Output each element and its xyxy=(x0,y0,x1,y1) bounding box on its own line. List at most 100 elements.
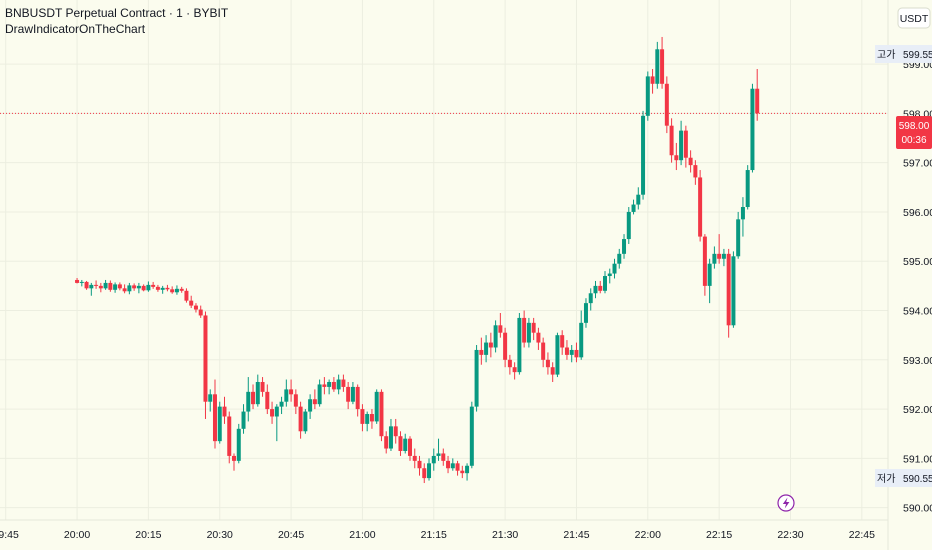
candle-body xyxy=(436,453,441,456)
candle-body xyxy=(170,289,175,293)
low-badge-background xyxy=(875,469,932,487)
candle-body xyxy=(398,436,403,451)
candle-body xyxy=(260,381,265,392)
event-marker[interactable] xyxy=(777,494,795,512)
candle-body xyxy=(650,76,655,84)
candle-body xyxy=(702,236,707,286)
candle-body xyxy=(184,290,189,301)
last-price-value: 598.00 xyxy=(899,121,930,132)
candle-body xyxy=(622,239,627,254)
candle-body xyxy=(641,115,646,195)
candle-body xyxy=(417,460,422,469)
candle-body xyxy=(431,455,436,464)
candle-body xyxy=(422,468,427,479)
candles xyxy=(75,36,760,484)
candle-body xyxy=(174,288,179,293)
candle-body xyxy=(603,276,608,291)
candle-body xyxy=(736,219,741,257)
candle-body xyxy=(308,399,313,412)
candle-body xyxy=(541,342,546,360)
candle-body xyxy=(683,130,688,158)
candle-body xyxy=(241,411,246,429)
candle-body xyxy=(222,406,227,417)
candle-body xyxy=(403,438,408,451)
candle-body xyxy=(674,155,679,161)
candle-body xyxy=(607,273,612,277)
time-tick-label: 20:30 xyxy=(207,529,233,541)
candle-body xyxy=(208,394,213,402)
candle-body xyxy=(374,391,379,422)
candle-body xyxy=(474,349,479,407)
candle-body xyxy=(660,49,665,84)
candle-body xyxy=(203,315,208,402)
candle-body xyxy=(583,303,588,323)
low-badge-label: 저가 xyxy=(877,473,895,485)
low-badge-value: 590.55 xyxy=(903,474,932,485)
candle-body xyxy=(407,438,412,456)
candle-body xyxy=(617,253,622,264)
candle-body xyxy=(132,285,137,289)
candle-body xyxy=(312,399,317,405)
time-tick-label: 20:00 xyxy=(64,529,90,541)
candle-body xyxy=(360,409,365,424)
candle-body xyxy=(189,300,194,306)
candle-body xyxy=(255,381,260,405)
time-tick-label: 20:15 xyxy=(135,529,161,541)
candle-body xyxy=(707,263,712,286)
time-axis[interactable]: 19:45 20:00 20:15 20:30 20:45 21:00 21:15 21:30… xyxy=(0,529,875,541)
candle-body xyxy=(289,389,294,395)
price-axis[interactable]: 590.00 591.00 592.00 593.00 594.00 595.00 596.… xyxy=(903,59,932,515)
candle-body xyxy=(94,284,99,286)
candle-body xyxy=(298,406,303,432)
candle-body xyxy=(89,284,94,289)
candle-body xyxy=(412,455,417,461)
candle-body xyxy=(550,367,555,375)
candle-body xyxy=(355,386,360,410)
candle-body xyxy=(350,386,355,402)
time-tick-label: 20:45 xyxy=(278,529,304,541)
price-tick-label: 592.00 xyxy=(903,404,932,416)
high-badge-label: 고가 xyxy=(877,49,895,61)
indicator-legend[interactable]: DrawIndicatorOnTheChart xyxy=(5,22,146,36)
price-tick-label: 596.00 xyxy=(903,207,932,219)
candle-body xyxy=(574,349,579,358)
candle-body xyxy=(750,88,755,171)
candle-body xyxy=(122,288,127,292)
candle-body xyxy=(664,83,669,126)
candle-body xyxy=(427,463,432,479)
candle-body xyxy=(636,194,641,205)
candle-body xyxy=(212,394,217,442)
candle-body xyxy=(517,317,522,373)
countdown-timer: 00:36 xyxy=(901,135,926,146)
candle-body xyxy=(79,281,84,283)
candle-body xyxy=(265,391,270,410)
price-tick-label: 591.00 xyxy=(903,453,932,465)
candle-body xyxy=(755,88,760,114)
candle-body xyxy=(113,284,118,290)
candle-body xyxy=(598,285,603,291)
vertical-grid xyxy=(5,0,863,520)
candle-body xyxy=(232,455,237,461)
candle-body xyxy=(284,389,289,402)
candle-body xyxy=(327,381,332,387)
candle-body xyxy=(369,414,374,422)
candle-body xyxy=(564,347,569,355)
candle-body xyxy=(717,253,722,259)
candle-body xyxy=(488,342,493,348)
candle-body xyxy=(84,281,89,289)
currency-button[interactable]: USDT xyxy=(897,7,931,29)
candle-body xyxy=(198,309,203,316)
symbol-title[interactable]: BNBUSDT Perpetual Contract · 1 · BYBIT xyxy=(5,6,229,20)
candle-body xyxy=(450,463,455,469)
candle-body xyxy=(688,157,693,166)
candle-body xyxy=(384,436,389,449)
candle-body xyxy=(127,285,132,292)
candle-body xyxy=(493,325,498,348)
candle-body xyxy=(745,170,750,208)
candle-body xyxy=(331,381,336,390)
time-tick-label: 21:00 xyxy=(349,529,375,541)
candle-body xyxy=(731,256,736,326)
candle-body xyxy=(393,426,398,437)
candle-body xyxy=(631,204,636,212)
